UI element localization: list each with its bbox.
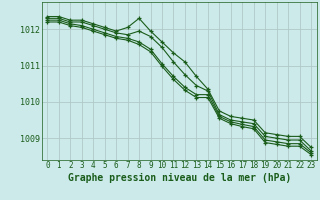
X-axis label: Graphe pression niveau de la mer (hPa): Graphe pression niveau de la mer (hPa) [68,173,291,183]
